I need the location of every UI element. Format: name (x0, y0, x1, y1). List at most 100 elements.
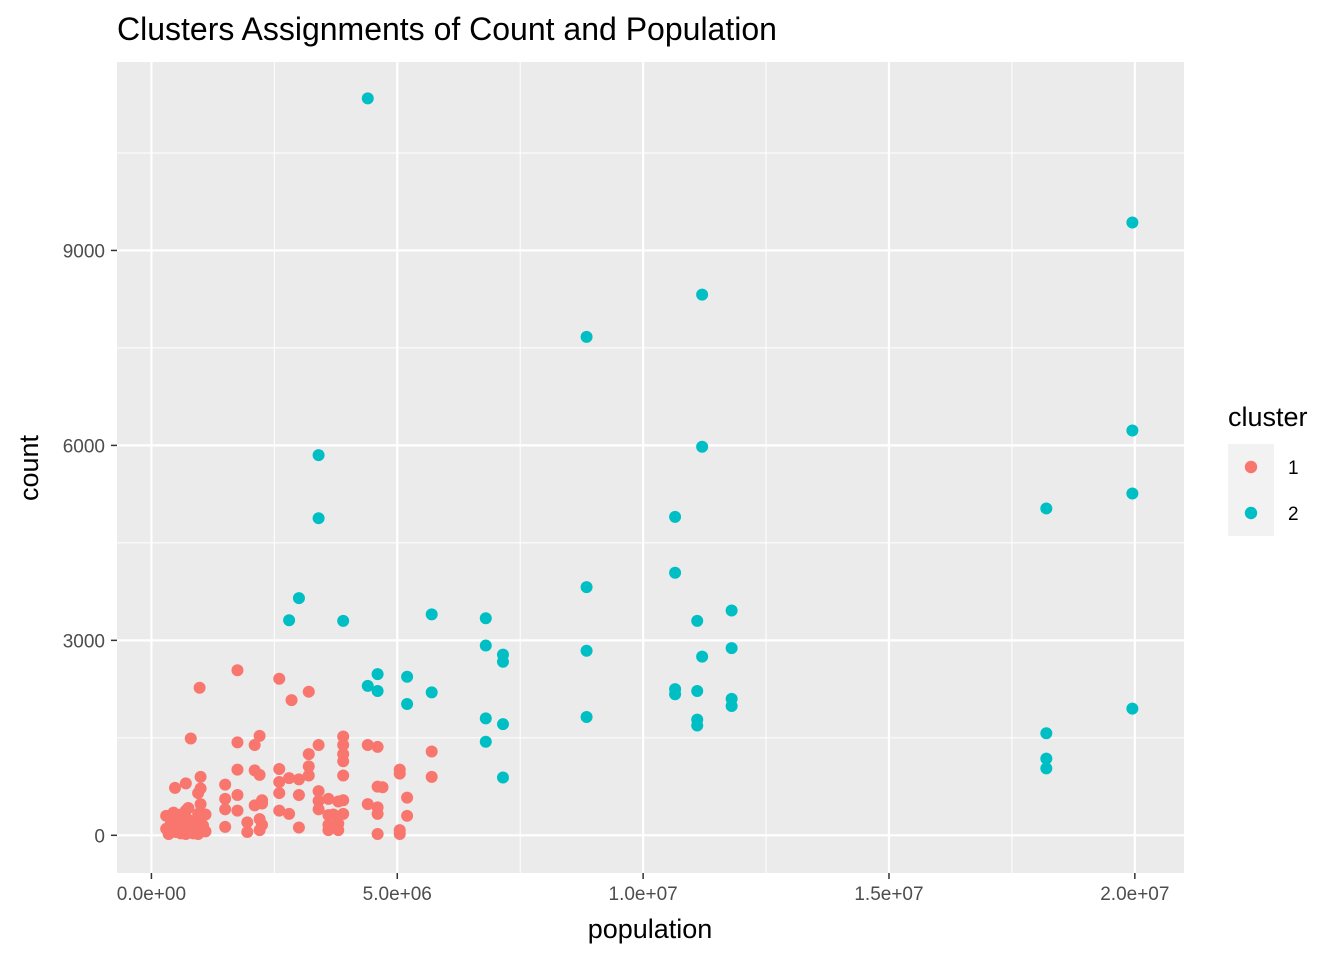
cluster-1-point (302, 760, 315, 773)
cluster-2-point (691, 685, 704, 698)
x-tick-label: 1.5e+07 (854, 884, 923, 905)
cluster-1-point (393, 763, 406, 776)
cluster-1-point (361, 738, 374, 751)
cluster-1-point (219, 820, 232, 833)
cluster-1-point (273, 787, 286, 800)
cluster-1-point (401, 791, 414, 804)
cluster-1-point (219, 792, 232, 805)
cluster-2-point (725, 642, 738, 655)
cluster-1-point (327, 808, 340, 821)
cluster-2-point (312, 449, 325, 462)
data-points (160, 92, 1139, 841)
cluster-1-point (285, 694, 298, 707)
legend-key-2-marker (1244, 506, 1258, 520)
cluster-2-point (696, 440, 709, 453)
y-tick-label: 6000 (63, 436, 105, 457)
cluster-1-point (393, 824, 406, 837)
cluster-1-point (425, 770, 438, 783)
cluster-2-point (401, 670, 414, 683)
y-axis-ticks: 0 3000 6000 9000 (63, 241, 117, 847)
cluster-2-point (696, 650, 709, 663)
cluster-2-point (479, 612, 492, 625)
cluster-1-point (337, 807, 350, 820)
cluster-1-point (231, 804, 244, 817)
cluster-2-point (669, 566, 682, 579)
cluster-1-point (302, 685, 315, 698)
cluster-2-point (725, 604, 738, 617)
cluster-2-point (1126, 487, 1139, 500)
major-gridlines (117, 62, 1184, 873)
cluster-1-point (241, 816, 254, 829)
cluster-2-point (425, 686, 438, 699)
cluster-1-point (361, 798, 374, 811)
cluster-1-point (292, 821, 305, 834)
cluster-1-point (199, 808, 212, 821)
cluster-1-point (312, 794, 325, 807)
legend-title: cluster (1228, 402, 1308, 432)
legend-label-1: 1 (1288, 458, 1299, 479)
cluster-2-point (496, 718, 509, 731)
cluster-2-point (371, 685, 384, 698)
cluster-2-point (337, 614, 350, 627)
cluster-1-point (292, 789, 305, 802)
x-tick-label: 5.0e+06 (363, 884, 432, 905)
cluster-1-point (371, 801, 384, 814)
x-tick-label: 2.0e+07 (1100, 884, 1169, 905)
cluster-1-point (425, 745, 438, 758)
cluster-1-point (302, 748, 315, 761)
y-tick-label: 9000 (63, 241, 105, 262)
cluster-1-point (194, 782, 207, 795)
cluster-1-point (283, 772, 296, 785)
cluster-1-point (184, 732, 197, 745)
minor-gridlines (117, 62, 1184, 873)
cluster-1-point (193, 681, 206, 694)
cluster-1-point (401, 809, 414, 822)
cluster-1-point (371, 828, 384, 841)
cluster-1-point (337, 794, 350, 807)
cluster-1-point (332, 817, 345, 830)
cluster-1-point (302, 769, 315, 782)
cluster-2-point (361, 679, 374, 692)
cluster-1-point (337, 769, 350, 782)
cluster-1-point (322, 818, 335, 831)
cluster-1-point (273, 804, 286, 817)
cluster-2-point (1040, 752, 1053, 765)
x-tick-label: 0.0e+00 (117, 884, 186, 905)
cluster-2-point (496, 655, 509, 668)
cluster-2-point (1126, 702, 1139, 715)
x-tick-label: 1.0e+07 (609, 884, 678, 905)
cluster-1-point (231, 736, 244, 749)
cluster-1-point (312, 738, 325, 751)
x-axis-ticks: 0.0e+00 5.0e+06 1.0e+07 1.5e+07 2.0e+07 (117, 873, 1169, 905)
cluster-1-point (312, 803, 325, 816)
cluster-2-point (725, 699, 738, 712)
cluster-1-point (219, 778, 232, 791)
cluster-1-point (182, 802, 195, 815)
cluster-2-point (669, 688, 682, 701)
cluster-1-point (283, 807, 296, 820)
cluster-1-point (273, 763, 286, 776)
cluster-1-point (322, 792, 335, 805)
cluster-2-point (696, 288, 709, 301)
cluster-1-point (241, 826, 254, 839)
cluster-2-point (479, 735, 492, 748)
cluster-1-point (256, 794, 269, 807)
cluster-2-point (496, 771, 509, 784)
cluster-1-point (199, 825, 212, 838)
cluster-1-point (376, 781, 389, 794)
chart-title: Clusters Assignments of Count and Popula… (117, 11, 777, 47)
cluster-2-point (1040, 727, 1053, 740)
cluster-2-point (479, 639, 492, 652)
cluster-2-point (479, 712, 492, 725)
cluster-2-point (283, 614, 296, 627)
cluster-2-point (425, 608, 438, 621)
cluster-2-point (1040, 762, 1053, 775)
cluster-1-point (337, 748, 350, 761)
cluster-1-point (169, 781, 182, 794)
cluster-1-point (231, 664, 244, 677)
cluster-2-point (580, 330, 593, 343)
cluster-1-point (194, 798, 207, 811)
cluster-1-point (179, 777, 192, 790)
cluster-2-point (580, 711, 593, 724)
